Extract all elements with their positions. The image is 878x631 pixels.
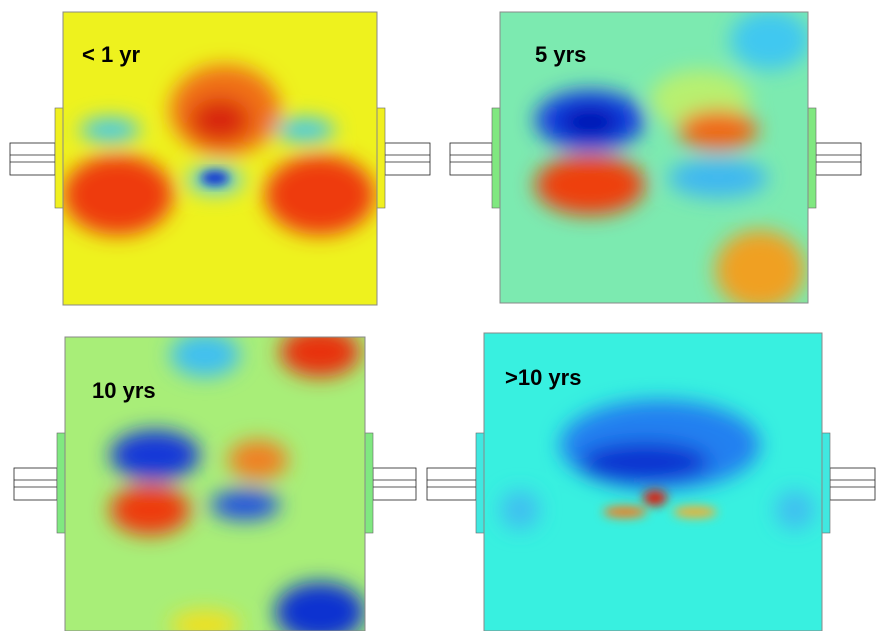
- panel-label: < 1 yr: [82, 42, 141, 67]
- fixture-right: [821, 432, 876, 534]
- fixture-left: [9, 107, 64, 209]
- fixture-left: [426, 432, 485, 534]
- panel: < 1 yr: [9, 11, 431, 306]
- panel: 10 yrs: [13, 336, 417, 631]
- panel-label: 5 yrs: [535, 42, 586, 67]
- fixture-right: [376, 107, 431, 209]
- panel-label: >10 yrs: [505, 365, 581, 390]
- fixture-left: [449, 107, 501, 209]
- heatmap: [65, 337, 365, 631]
- panel-label: 10 yrs: [92, 378, 156, 403]
- fixture-right: [364, 432, 417, 534]
- fixture-left: [13, 432, 66, 534]
- panel: >10 yrs: [426, 332, 876, 631]
- heatmap: [484, 333, 822, 631]
- heatmap: [500, 12, 808, 303]
- panel: 5 yrs: [449, 11, 862, 304]
- heatmap: [63, 12, 377, 305]
- fixture-right: [807, 107, 862, 209]
